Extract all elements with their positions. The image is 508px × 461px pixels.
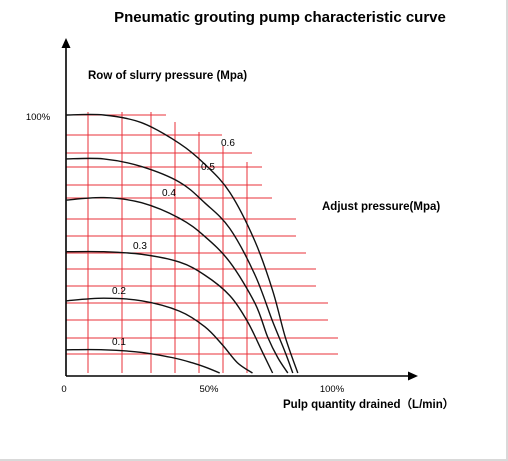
curve-label-0.3: 0.3 <box>133 241 147 252</box>
curve-0.3 <box>65 250 274 374</box>
y-axis-arrow-icon <box>61 38 71 48</box>
x-axis-arrow-icon <box>408 371 418 381</box>
curve-label-0.5: 0.5 <box>201 162 215 173</box>
x-tick-label-50: 50% <box>199 384 219 395</box>
curve-0.2 <box>65 297 253 374</box>
chart-curves: 0.6 0.5 0.4 0.3 0.2 0.1 <box>65 113 299 374</box>
x-axis-title: Pulp quantity drained（L/min） <box>283 397 454 411</box>
chart-axes <box>61 38 418 381</box>
curve-0.5 <box>65 157 294 374</box>
curve-0.6 <box>65 113 299 374</box>
chart-grid <box>66 112 338 373</box>
curve-0.1 <box>65 348 220 374</box>
x-tick-label-100: 100% <box>320 384 345 395</box>
curve-label-0.1: 0.1 <box>112 337 126 348</box>
x-tick-label-0: 0 <box>61 384 66 395</box>
legend-title: Adjust pressure(Mpa) <box>322 201 440 213</box>
curve-label-0.2: 0.2 <box>112 286 126 297</box>
y-axis-title: Row of slurry pressure (Mpa) <box>88 70 247 82</box>
y-tick-label-100: 100% <box>26 112 51 123</box>
curve-label-0.4: 0.4 <box>162 188 176 199</box>
chart-title: Pneumatic grouting pump characteristic c… <box>114 9 446 26</box>
curve-0.4 <box>65 196 289 374</box>
curve-label-0.6: 0.6 <box>221 138 235 149</box>
